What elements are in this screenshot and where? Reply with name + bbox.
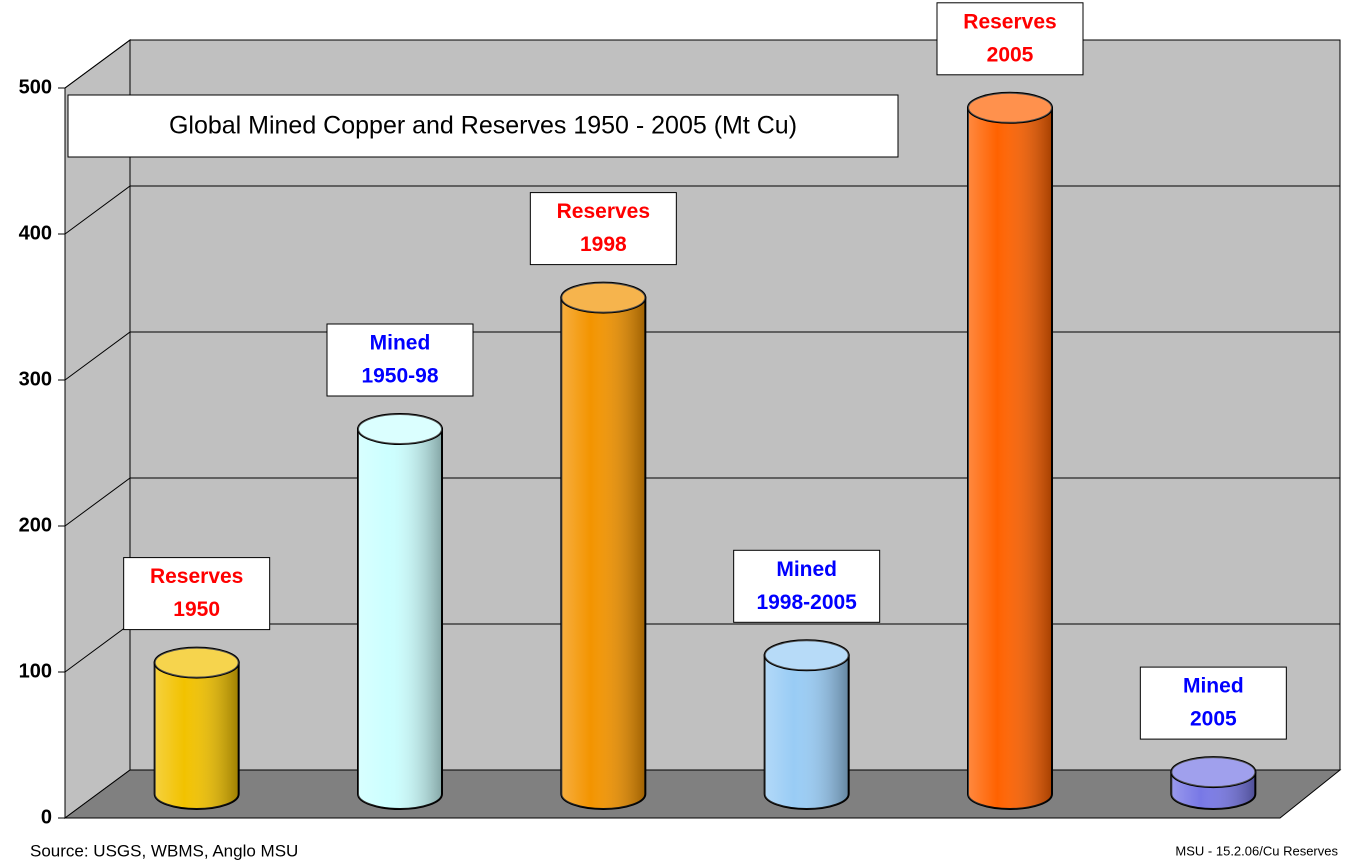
- bar-label: Mined: [1183, 675, 1244, 698]
- label-box: [1139, 666, 1287, 740]
- label-box: [123, 557, 271, 631]
- floor: [63, 769, 1342, 819]
- bar-label: 1998: [580, 233, 627, 256]
- y-tick-label: 300: [19, 368, 52, 390]
- bar-shade: [358, 429, 442, 809]
- bar-label: 2005: [1190, 708, 1237, 731]
- bar-label: Reserves: [150, 565, 243, 588]
- bar-top: [763, 639, 850, 672]
- bar-label: 2005: [987, 43, 1034, 66]
- grid-line: [64, 185, 1340, 235]
- bar-top-shade: [154, 647, 239, 678]
- label-box: [936, 2, 1084, 76]
- grid-line: [64, 331, 1340, 381]
- bar-shade: [561, 297, 646, 809]
- bar-label: Reserves: [557, 200, 650, 223]
- bar-top-shade: [764, 640, 849, 671]
- bar-top-shade: [358, 414, 442, 444]
- bar-top: [967, 91, 1053, 124]
- label-box: [733, 549, 881, 623]
- bar-top: [1170, 756, 1257, 789]
- bar-label: 1950-98: [361, 365, 438, 388]
- bar-shade: [968, 107, 1052, 810]
- bar-top-shade: [561, 282, 646, 313]
- bar-shade: [154, 662, 239, 809]
- title-box: [67, 94, 899, 158]
- y-tick-label: 400: [19, 222, 52, 244]
- label-box: [529, 192, 677, 266]
- bar-top: [560, 281, 647, 314]
- label-box: [326, 323, 474, 397]
- y-tick-label: 200: [19, 514, 52, 536]
- chart-title: Global Mined Copper and Reserves 1950 - …: [169, 112, 797, 140]
- y-tick-label: 100: [19, 660, 52, 682]
- bar-top: [153, 646, 240, 679]
- bar-label: Mined: [776, 558, 837, 581]
- bar-top-shade: [968, 92, 1052, 123]
- y-tick-label: 500: [19, 76, 52, 98]
- bar-label: Reserves: [963, 10, 1056, 33]
- bar-label: Mined: [370, 332, 431, 355]
- bar-shade: [764, 655, 849, 809]
- grid-line: [64, 477, 1340, 527]
- bar-label: 1998-2005: [756, 591, 857, 614]
- bar-top-shade: [1171, 757, 1256, 788]
- y-tick-label: 0: [41, 806, 52, 828]
- bar-top: [357, 413, 443, 445]
- bar-label: 1950: [173, 598, 220, 621]
- source: Source: USGS, WBMS, Anglo MSU: [30, 841, 298, 860]
- footer: MSU - 15.2.06/Cu Reserves: [1175, 843, 1338, 858]
